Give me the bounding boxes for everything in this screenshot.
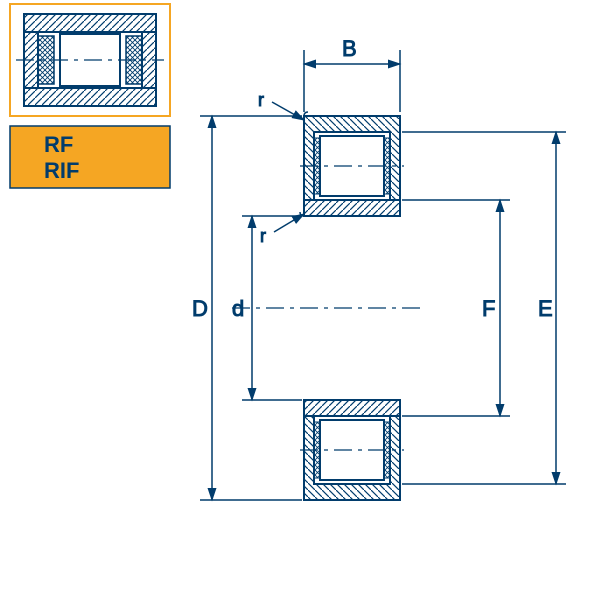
dim-B-label: B: [342, 36, 357, 61]
upper-ring-assembly: [300, 112, 404, 216]
r-lower-label: r: [260, 226, 266, 246]
type-label-box: RF RIF: [10, 126, 170, 188]
lower-ring-assembly: [300, 400, 404, 500]
label-line-2: RIF: [44, 158, 79, 183]
leader-r-lower: r: [260, 214, 304, 246]
dim-d-label: d: [232, 296, 244, 321]
dim-D-label: D: [192, 296, 208, 321]
r-upper-label: r: [258, 90, 264, 110]
thumbnail-section: [10, 4, 170, 116]
dim-E-label: E: [538, 296, 553, 321]
label-line-1: RF: [44, 132, 73, 157]
main-section: B r r D d F: [192, 36, 566, 500]
dim-B: B: [304, 36, 400, 112]
dim-F-label: F: [482, 296, 495, 321]
